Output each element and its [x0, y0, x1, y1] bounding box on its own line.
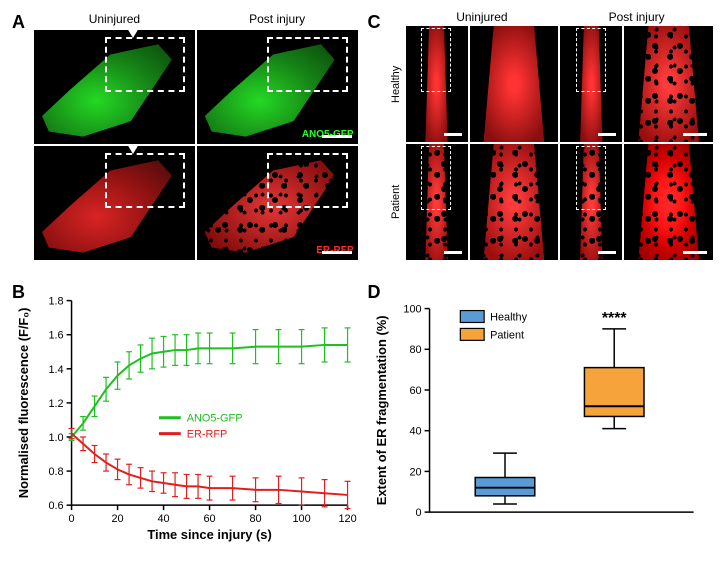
- svg-text:0: 0: [415, 508, 421, 520]
- scale-bar: [598, 133, 616, 136]
- c-patient-uninjured-zoom: [470, 144, 559, 260]
- micrograph-ano5-uninjured: [34, 30, 195, 144]
- panel-a-grid: Uninjured Post injury ANO5-GFP: [34, 10, 358, 260]
- scale-bar: [598, 251, 616, 254]
- roi-box: [576, 146, 606, 210]
- svg-text:Time since injury (s): Time since injury (s): [147, 527, 271, 542]
- svg-text:ANO5-GFP: ANO5-GFP: [187, 413, 243, 425]
- c-patient-postinjury-zoom: [624, 144, 713, 260]
- svg-text:100: 100: [292, 513, 310, 525]
- c-healthy-postinjury-full: [560, 26, 622, 142]
- svg-text:ER-RFP: ER-RFP: [187, 429, 228, 441]
- svg-text:120: 120: [338, 513, 356, 525]
- c-col-uninjured: Uninjured: [406, 10, 559, 24]
- panel-b: B 0 20 40 60 80 100 120 0.6 0.8 1.0 1.2 1.4 1.6 1.8 Ti…: [10, 280, 358, 556]
- panel-d-label: D: [368, 282, 381, 303]
- svg-text:Normalised fluorescence (F/F₀): Normalised fluorescence (F/F₀): [16, 308, 31, 499]
- c-healthy-uninjured-full: [406, 26, 468, 142]
- row-header-healthy: Healthy: [388, 26, 404, 142]
- roi-box: [421, 146, 451, 210]
- micrograph-ano5-postinjury: ANO5-GFP: [197, 30, 358, 144]
- svg-text:1.2: 1.2: [48, 398, 63, 410]
- svg-text:0.6: 0.6: [48, 501, 63, 513]
- roi-box: [576, 28, 606, 92]
- figure-grid: A Uninjured Post injury ANO5-GFP: [10, 10, 713, 556]
- thin-cell-zoom: [635, 144, 702, 260]
- chart-b-svg: 0 20 40 60 80 100 120 0.6 0.8 1.0 1.2 1.4 1.6 1.8 Time…: [10, 280, 358, 556]
- svg-text:0.8: 0.8: [48, 466, 63, 478]
- roi-box: [267, 153, 347, 208]
- chart-d-svg: 0 20 40 60 80 100 Extent of ER fragmentation (…: [366, 280, 714, 556]
- svg-text:1.6: 1.6: [48, 330, 63, 342]
- scale-bar: [444, 133, 462, 136]
- svg-text:40: 40: [157, 513, 169, 525]
- scale-bar: [683, 251, 707, 254]
- panel-b-label: B: [12, 282, 25, 303]
- scale-bar: [322, 251, 352, 254]
- panel-a-label: A: [12, 12, 25, 33]
- micrograph-errfp-postinjury: ER-RFP: [197, 146, 358, 260]
- panel-d: D 0 20 40 60 80 100 Extent of ER fragmentation…: [366, 280, 714, 556]
- c-col-postinjury: Post injury: [560, 10, 713, 24]
- thin-cell-zoom: [480, 26, 547, 142]
- micrograph-errfp-uninjured: [34, 146, 195, 260]
- svg-text:1.8: 1.8: [48, 296, 63, 308]
- c-healthy-uninjured-zoom: [470, 26, 559, 142]
- roi-box: [105, 37, 185, 92]
- row-header-patient: Patient: [388, 144, 404, 260]
- roi-box: [105, 153, 185, 208]
- svg-text:0: 0: [69, 513, 75, 525]
- panel-c-label: C: [368, 12, 381, 33]
- svg-text:20: 20: [111, 513, 123, 525]
- c-healthy-postinjury-zoom: [624, 26, 713, 142]
- svg-text:100: 100: [403, 304, 421, 316]
- svg-text:60: 60: [203, 513, 215, 525]
- roi-box: [421, 28, 451, 92]
- scale-bar: [683, 133, 707, 136]
- svg-text:20: 20: [409, 467, 421, 479]
- injury-arrow-icon: [127, 146, 139, 154]
- scale-bar: [322, 135, 352, 138]
- svg-text:****: ****: [601, 310, 627, 327]
- injury-arrow-icon: [127, 30, 139, 38]
- c-patient-uninjured-full: [406, 144, 468, 260]
- thin-cell-zoom: [635, 26, 702, 142]
- svg-text:Extent of ER fragmentation (%): Extent of ER fragmentation (%): [373, 316, 388, 506]
- svg-text:80: 80: [249, 513, 261, 525]
- col-header-uninjured: Uninjured: [34, 10, 195, 28]
- svg-text:60: 60: [409, 385, 421, 397]
- svg-text:Healthy: Healthy: [490, 312, 528, 324]
- panel-a: A Uninjured Post injury ANO5-GFP: [10, 10, 358, 272]
- thin-cell-zoom: [480, 144, 547, 260]
- svg-text:80: 80: [409, 345, 421, 357]
- panel-c: C Uninjured Post injury Healthy: [366, 10, 714, 272]
- col-header-postinjury: Post injury: [197, 10, 358, 28]
- svg-text:Patient: Patient: [490, 330, 524, 342]
- scale-bar: [444, 251, 462, 254]
- panel-c-grid: Uninjured Post injury Healthy Patient: [388, 10, 714, 260]
- svg-text:1.4: 1.4: [48, 364, 63, 376]
- c-patient-postinjury-full: [560, 144, 622, 260]
- svg-text:1.0: 1.0: [48, 432, 63, 444]
- roi-box: [267, 37, 347, 92]
- svg-text:40: 40: [409, 426, 421, 438]
